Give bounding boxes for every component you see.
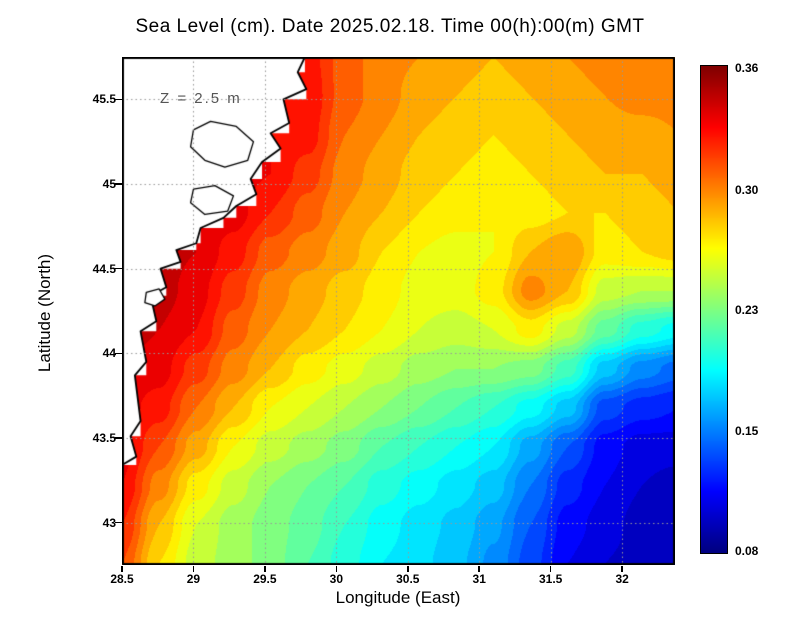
colorbar-label: 0.36 — [735, 60, 759, 75]
x-tick-label: 30.5 — [396, 572, 420, 586]
x-tick-mark — [478, 566, 480, 572]
colorbar-label: 0.30 — [735, 183, 759, 198]
x-tick-mark — [407, 566, 409, 572]
y-axis-label: Latitude (North) — [35, 253, 54, 373]
y-tick-mark — [115, 98, 122, 101]
x-tick-mark — [264, 566, 266, 572]
y-tick-label: 44 — [102, 346, 116, 361]
x-tick-mark — [335, 566, 338, 572]
x-tick-label: 29.5 — [253, 572, 277, 586]
x-tick-label: 32 — [615, 572, 629, 586]
x-axis-label: Longitude (East) — [335, 588, 461, 607]
x-tick-label: 28.5 — [110, 572, 134, 586]
x-tick-mark — [121, 566, 123, 572]
y-tick-mark — [115, 183, 122, 185]
x-tick-mark — [549, 566, 552, 572]
y-tick-label: 45 — [102, 177, 116, 191]
y-tick-mark — [115, 352, 122, 355]
y-tick-label: 43.5 — [92, 431, 116, 445]
y-tick-label: 43 — [102, 515, 116, 530]
x-tick-label: 31 — [472, 572, 486, 586]
heatmap-plot-canvas — [122, 57, 675, 565]
y-tick-label: 44.5 — [92, 261, 116, 276]
y-tick-mark — [115, 521, 122, 524]
x-tick-label: 30 — [329, 572, 343, 586]
colorbar-label: 0.23 — [735, 302, 759, 317]
y-tick-label: 45.5 — [92, 92, 116, 107]
y-tick-mark — [115, 267, 122, 270]
x-tick-mark — [621, 566, 623, 572]
colorbar-label: 0.08 — [735, 544, 759, 559]
depth-annotation: Z = 2.5 m — [160, 90, 242, 107]
x-tick-label: 29 — [186, 572, 201, 586]
y-tick-mark — [115, 437, 122, 439]
x-tick-label: 31.5 — [538, 572, 563, 586]
colorbar-canvas — [700, 65, 728, 554]
chart-title: Sea Level (cm). Date 2025.02.18. Time 00… — [135, 16, 645, 37]
colorbar-label: 0.15 — [735, 423, 759, 438]
x-tick-mark — [192, 566, 195, 572]
